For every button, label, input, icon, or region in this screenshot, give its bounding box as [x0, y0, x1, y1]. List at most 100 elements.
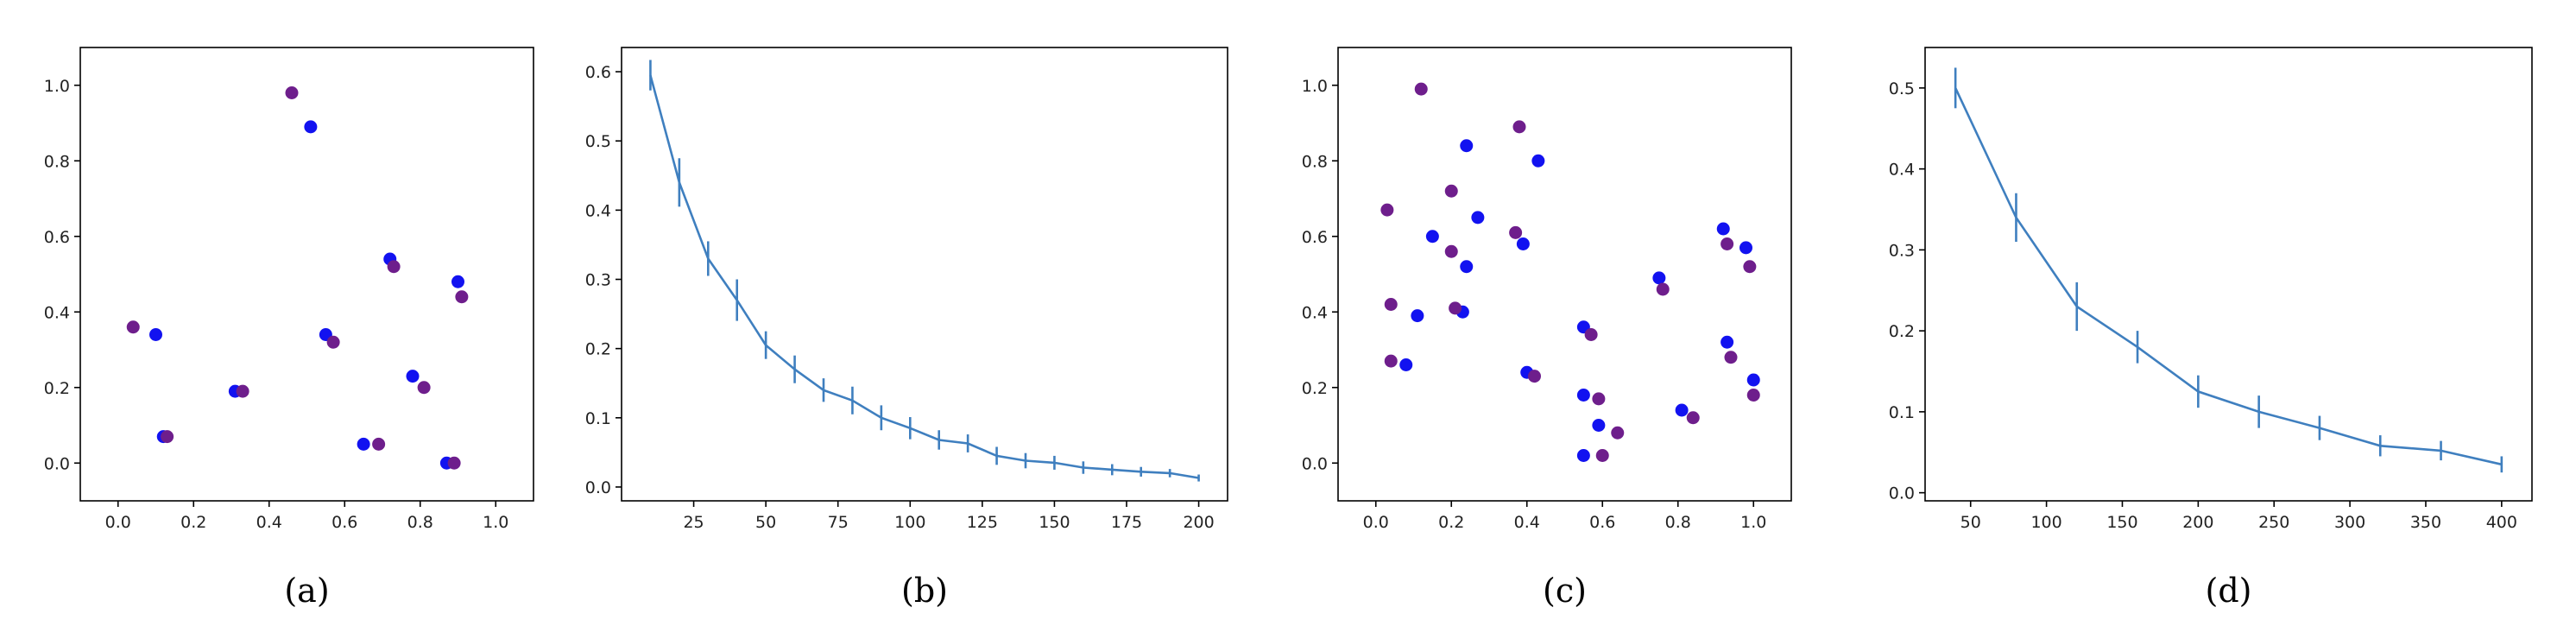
- x-tick-label: 250: [2258, 513, 2289, 532]
- x-tick-label: 1.0: [1740, 513, 1766, 532]
- scatter-point-blue: [1652, 271, 1666, 285]
- axes-frame: [1337, 47, 1792, 502]
- scatter-point-blue: [1716, 222, 1730, 236]
- y-tick-label: 0.6: [1302, 228, 1328, 247]
- x-tick-label: 25: [683, 513, 704, 532]
- x-tick-label: 125: [967, 513, 998, 532]
- scatter-point-purple: [1384, 354, 1398, 368]
- x-tick-label: 175: [1111, 513, 1142, 532]
- panel-c: 0.0 0.2 0.4 0.6 0.8 1.0 0.0 0.2 0.4 0.6 0.8 1.0 (c): [1302, 47, 1792, 610]
- scatter-point-blue: [1460, 139, 1474, 153]
- scatter-point-purple: [455, 290, 469, 304]
- x-tick-label: 0.0: [105, 513, 131, 532]
- scatter-point-blue: [1746, 373, 1760, 387]
- y-tick-label: 0.2: [585, 340, 611, 359]
- x-tick-label: 200: [2182, 513, 2213, 532]
- y-tick-label: 0.6: [44, 228, 70, 247]
- scatter-point-blue: [1720, 335, 1734, 349]
- scatter-point-purple: [161, 430, 174, 444]
- scatter-point-blue: [149, 328, 162, 341]
- axes-frame: [79, 47, 534, 502]
- y-tick-label: 0.2: [1302, 379, 1328, 398]
- x-tick-label: 0.6: [331, 513, 357, 532]
- x-tick-label: 75: [828, 513, 849, 532]
- x-tick-label: 0.2: [180, 513, 206, 532]
- x-tick-label: 200: [1183, 513, 1214, 532]
- y-tick-label: 1.0: [1302, 77, 1328, 96]
- scatter-point-purple: [1720, 237, 1734, 250]
- y-tick-label: 0.0: [1889, 484, 1915, 503]
- scatter-point-blue: [1675, 403, 1689, 417]
- y-tick-label: 0.4: [1889, 161, 1915, 180]
- scatter-point-purple: [126, 320, 140, 334]
- y-tick-label: 0.2: [1889, 322, 1915, 341]
- scatter-point-purple: [1746, 389, 1760, 402]
- y-tick-label: 0.5: [585, 132, 611, 151]
- panel-b: 25 50 75 100 125 150 175 200 0.0 0.1 0.2 0.3 0.4 0.5 0…: [585, 47, 1228, 610]
- x-tick-label: 150: [1039, 513, 1070, 532]
- scatter-point-purple: [1512, 120, 1526, 134]
- scatter-point-blue: [1576, 389, 1590, 402]
- x-tick-label: 0.8: [1665, 513, 1691, 532]
- x-tick-label: 0.6: [1589, 513, 1615, 532]
- scatter-point-purple: [1449, 301, 1462, 315]
- y-tick-label: 0.3: [1889, 241, 1915, 260]
- scatter-point-purple: [1595, 449, 1609, 462]
- y-tick-label: 0.5: [1889, 79, 1915, 98]
- scatter-point-purple: [1444, 184, 1458, 198]
- scatter-point-blue: [1592, 419, 1606, 432]
- axes-frame: [621, 47, 1228, 502]
- scatter-point-blue: [451, 275, 464, 288]
- scatter-point-purple: [1592, 392, 1606, 406]
- x-tick-label: 100: [894, 513, 925, 532]
- x-tick-label: 350: [2410, 513, 2441, 532]
- y-tick-label: 0.8: [44, 152, 70, 171]
- y-tick-label: 0.8: [1302, 152, 1328, 171]
- scatter-point-purple: [1528, 370, 1541, 383]
- scatter-point-blue: [1425, 230, 1439, 244]
- x-tick-label: 0.0: [1363, 513, 1389, 532]
- x-tick-label: 0.2: [1438, 513, 1464, 532]
- scatter-point-purple: [1380, 203, 1394, 217]
- scatter-point-blue: [1531, 154, 1545, 168]
- scatter-point-purple: [1724, 351, 1738, 364]
- scatter-point-purple: [236, 384, 249, 398]
- scatter-point-blue: [1411, 309, 1424, 323]
- scatter-point-purple: [387, 260, 401, 274]
- panel-a: 0.0 0.2 0.4 0.6 0.8 1.0 0.0 0.2 0.4 0.6 0.8 1.0 (a): [44, 47, 534, 610]
- y-tick-label: 0.3: [585, 271, 611, 290]
- y-tick-label: 0.4: [1302, 303, 1328, 322]
- scatter-point-blue: [1399, 358, 1413, 371]
- scatter-point-purple: [1384, 298, 1398, 311]
- scatter-point-blue: [1516, 237, 1530, 250]
- panel-caption: (a): [284, 572, 329, 610]
- scatter-point-blue: [304, 120, 318, 134]
- x-tick-label: 1.0: [483, 513, 508, 532]
- y-tick-label: 0.2: [44, 379, 70, 398]
- scatter-point-blue: [357, 437, 370, 451]
- x-tick-label: 50: [1960, 513, 1981, 532]
- x-tick-label: 50: [755, 513, 776, 532]
- x-tick-label: 300: [2334, 513, 2365, 532]
- y-tick-label: 1.0: [44, 77, 70, 96]
- scatter-point-purple: [1444, 244, 1458, 258]
- y-tick-label: 0.0: [44, 454, 70, 473]
- scatter-point-purple: [1686, 411, 1700, 425]
- x-tick-label: 0.4: [256, 513, 282, 532]
- scatter-point-blue: [1739, 241, 1752, 255]
- scatter-point-purple: [447, 456, 461, 470]
- scatter-point-purple: [1509, 225, 1523, 239]
- panel-caption: (b): [901, 572, 948, 610]
- panel-caption: (c): [1543, 572, 1587, 610]
- scatter-point-purple: [417, 381, 431, 395]
- x-tick-label: 400: [2486, 513, 2517, 532]
- panel-d: 50 100 150 200 250 300 350 400 0.0 0.1 0.2 0.3 0.4 0.…: [1889, 47, 2533, 610]
- scatter-point-purple: [1611, 426, 1625, 440]
- x-tick-label: 100: [2030, 513, 2061, 532]
- x-tick-label: 0.8: [407, 513, 433, 532]
- scatter-point-purple: [372, 437, 386, 451]
- scatter-point-blue: [1576, 449, 1590, 462]
- panel-caption: (d): [2206, 572, 2252, 610]
- scatter-point-purple: [1414, 82, 1428, 96]
